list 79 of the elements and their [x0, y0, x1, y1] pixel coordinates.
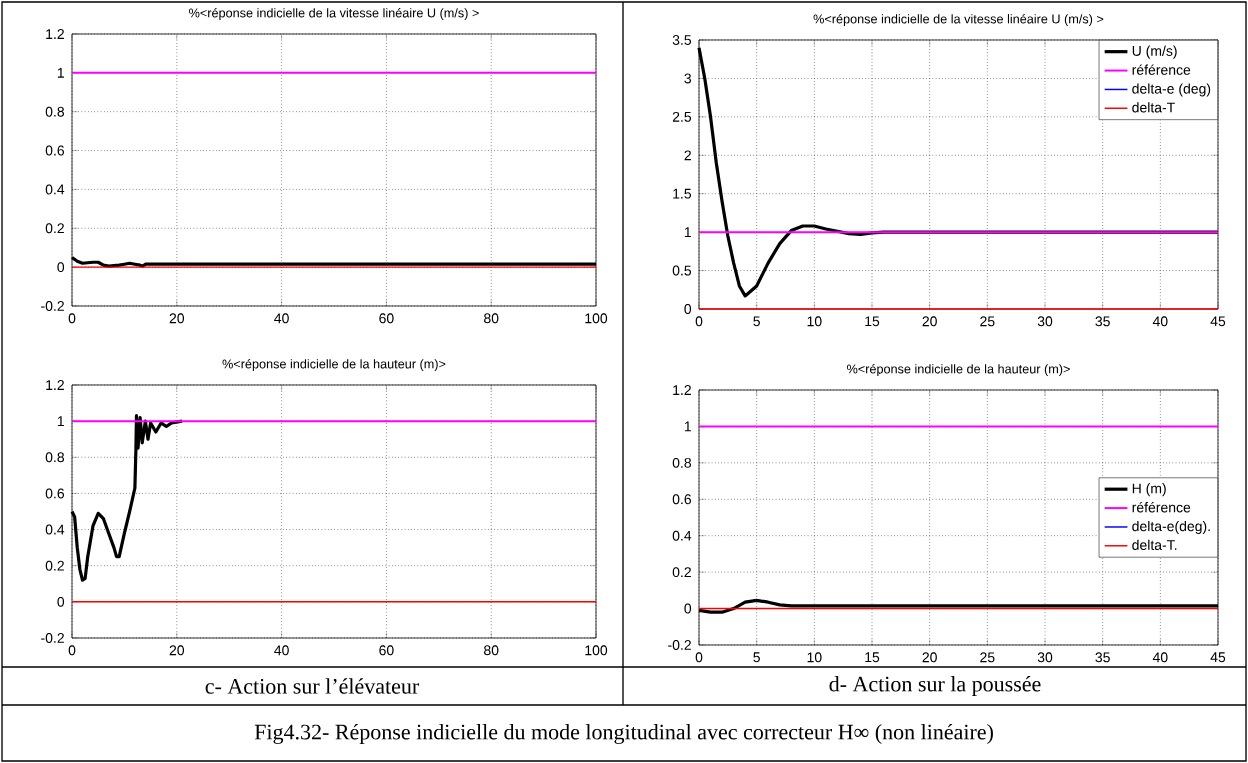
y-tick-label: -0.2: [41, 633, 64, 643]
x-tick-label: 20: [169, 313, 185, 324]
x-tick-label: 20: [922, 652, 937, 663]
y-tick-label: 0.8: [672, 457, 692, 468]
y-tick-label: 0: [684, 304, 692, 314]
x-tick-label: 60: [379, 313, 394, 324]
legend-label: référence: [1132, 64, 1191, 75]
x-tick-label: 40: [274, 645, 289, 656]
caption: Fig4.32- Réponse indicielle du mode longitudinal avec correcteur H∞ (non linéaire): [254, 723, 993, 745]
x-tick-label: 40: [1152, 316, 1168, 327]
legend-label: delta-e (deg): [1132, 83, 1211, 97]
y-tick-label: 1: [57, 68, 64, 78]
x-tick-label: 20: [922, 316, 937, 327]
y-tick-label: 1.2: [673, 385, 691, 395]
chart-title: %<réponse indicielle de la hauteur (m)>: [847, 363, 1070, 376]
legend-label: référence: [1132, 501, 1191, 513]
y-tick-label: 0.2: [45, 223, 64, 234]
x-tick-label: 45: [1210, 316, 1226, 327]
x-tick-label: 30: [1037, 652, 1053, 663]
legend-label: delta-T: [1132, 102, 1175, 113]
y-tick-label: 1: [684, 421, 691, 432]
y-tick-label: 0.4: [45, 524, 65, 535]
x-tick-label: 5: [753, 652, 760, 663]
x-tick-label: 25: [980, 316, 995, 327]
x-tick-label: 30: [1037, 316, 1053, 327]
legend-label: U (m/s): [1132, 45, 1177, 59]
legend-label: delta-e(deg).: [1132, 520, 1210, 534]
y-tick-label: -0.2: [41, 301, 64, 311]
x-tick-label: 20: [169, 645, 185, 656]
y-tick-label: 0.8: [45, 452, 65, 463]
y-tick-label: 0.4: [672, 530, 692, 541]
text: c- Action sur l’élévateur: [205, 678, 420, 694]
x-tick-label: 35: [1095, 652, 1110, 663]
y-tick-label: 0.6: [45, 488, 65, 499]
y-tick-label: 0.6: [672, 494, 692, 505]
x-tick-label: 0: [695, 652, 703, 663]
y-tick-label: 0.6: [45, 145, 65, 156]
x-tick-label: 5: [753, 316, 760, 327]
y-tick-label: 0.4: [45, 184, 65, 195]
x-tick-label: 100: [585, 645, 608, 656]
y-tick-label: 0.2: [45, 560, 64, 571]
x-tick-label: 35: [1095, 316, 1110, 327]
x-tick-label: 10: [807, 316, 822, 327]
x-tick-label: 45: [1210, 652, 1226, 663]
y-tick-label: 1.2: [46, 380, 64, 390]
x-tick-label: 40: [274, 313, 289, 324]
legend-label: delta-T.: [1132, 539, 1177, 550]
y-tick-label: 0.5: [672, 265, 692, 276]
y-tick-label: 2.5: [672, 111, 692, 122]
y-tick-label: 0: [57, 596, 65, 607]
chart-title: %<réponse indicielle de la hauteur (m)>: [222, 358, 446, 371]
x-tick-label: 100: [585, 313, 608, 324]
y-tick-label: 2: [684, 150, 691, 161]
x-tick-label: 80: [484, 645, 499, 656]
y-tick-label: -0.2: [668, 640, 691, 650]
legend-label: H (m): [1132, 483, 1166, 497]
y-tick-label: 0: [684, 603, 692, 614]
x-tick-label: 0: [68, 313, 76, 324]
text: d- Action sur la poussée: [829, 676, 1041, 696]
x-tick-label: 10: [807, 652, 822, 663]
chart-title: %<réponse indicielle de la vitesse linéaire U (m/s) >: [189, 7, 479, 20]
chart-title: %<réponse indicielle de la vitesse linéaire U (m/s) >: [813, 13, 1104, 26]
x-tick-label: 60: [379, 645, 394, 656]
y-tick-label: 0.8: [45, 106, 65, 117]
x-tick-label: 0: [695, 316, 703, 327]
y-tick-label: 0: [57, 262, 65, 273]
y-tick-label: 3.5: [672, 35, 692, 45]
x-tick-label: 15: [865, 652, 880, 663]
x-tick-label: 80: [484, 313, 499, 324]
x-tick-label: 40: [1152, 652, 1168, 663]
y-tick-label: 1: [684, 227, 691, 237]
y-tick-label: 1.5: [673, 188, 692, 199]
x-tick-label: 0: [68, 645, 76, 656]
y-tick-label: 0.2: [672, 567, 691, 578]
x-tick-label: 15: [865, 316, 880, 327]
y-tick-label: 1.2: [46, 29, 64, 39]
x-tick-label: 25: [980, 652, 995, 663]
y-tick-label: 1: [57, 416, 64, 426]
y-tick-label: 3: [684, 73, 692, 84]
